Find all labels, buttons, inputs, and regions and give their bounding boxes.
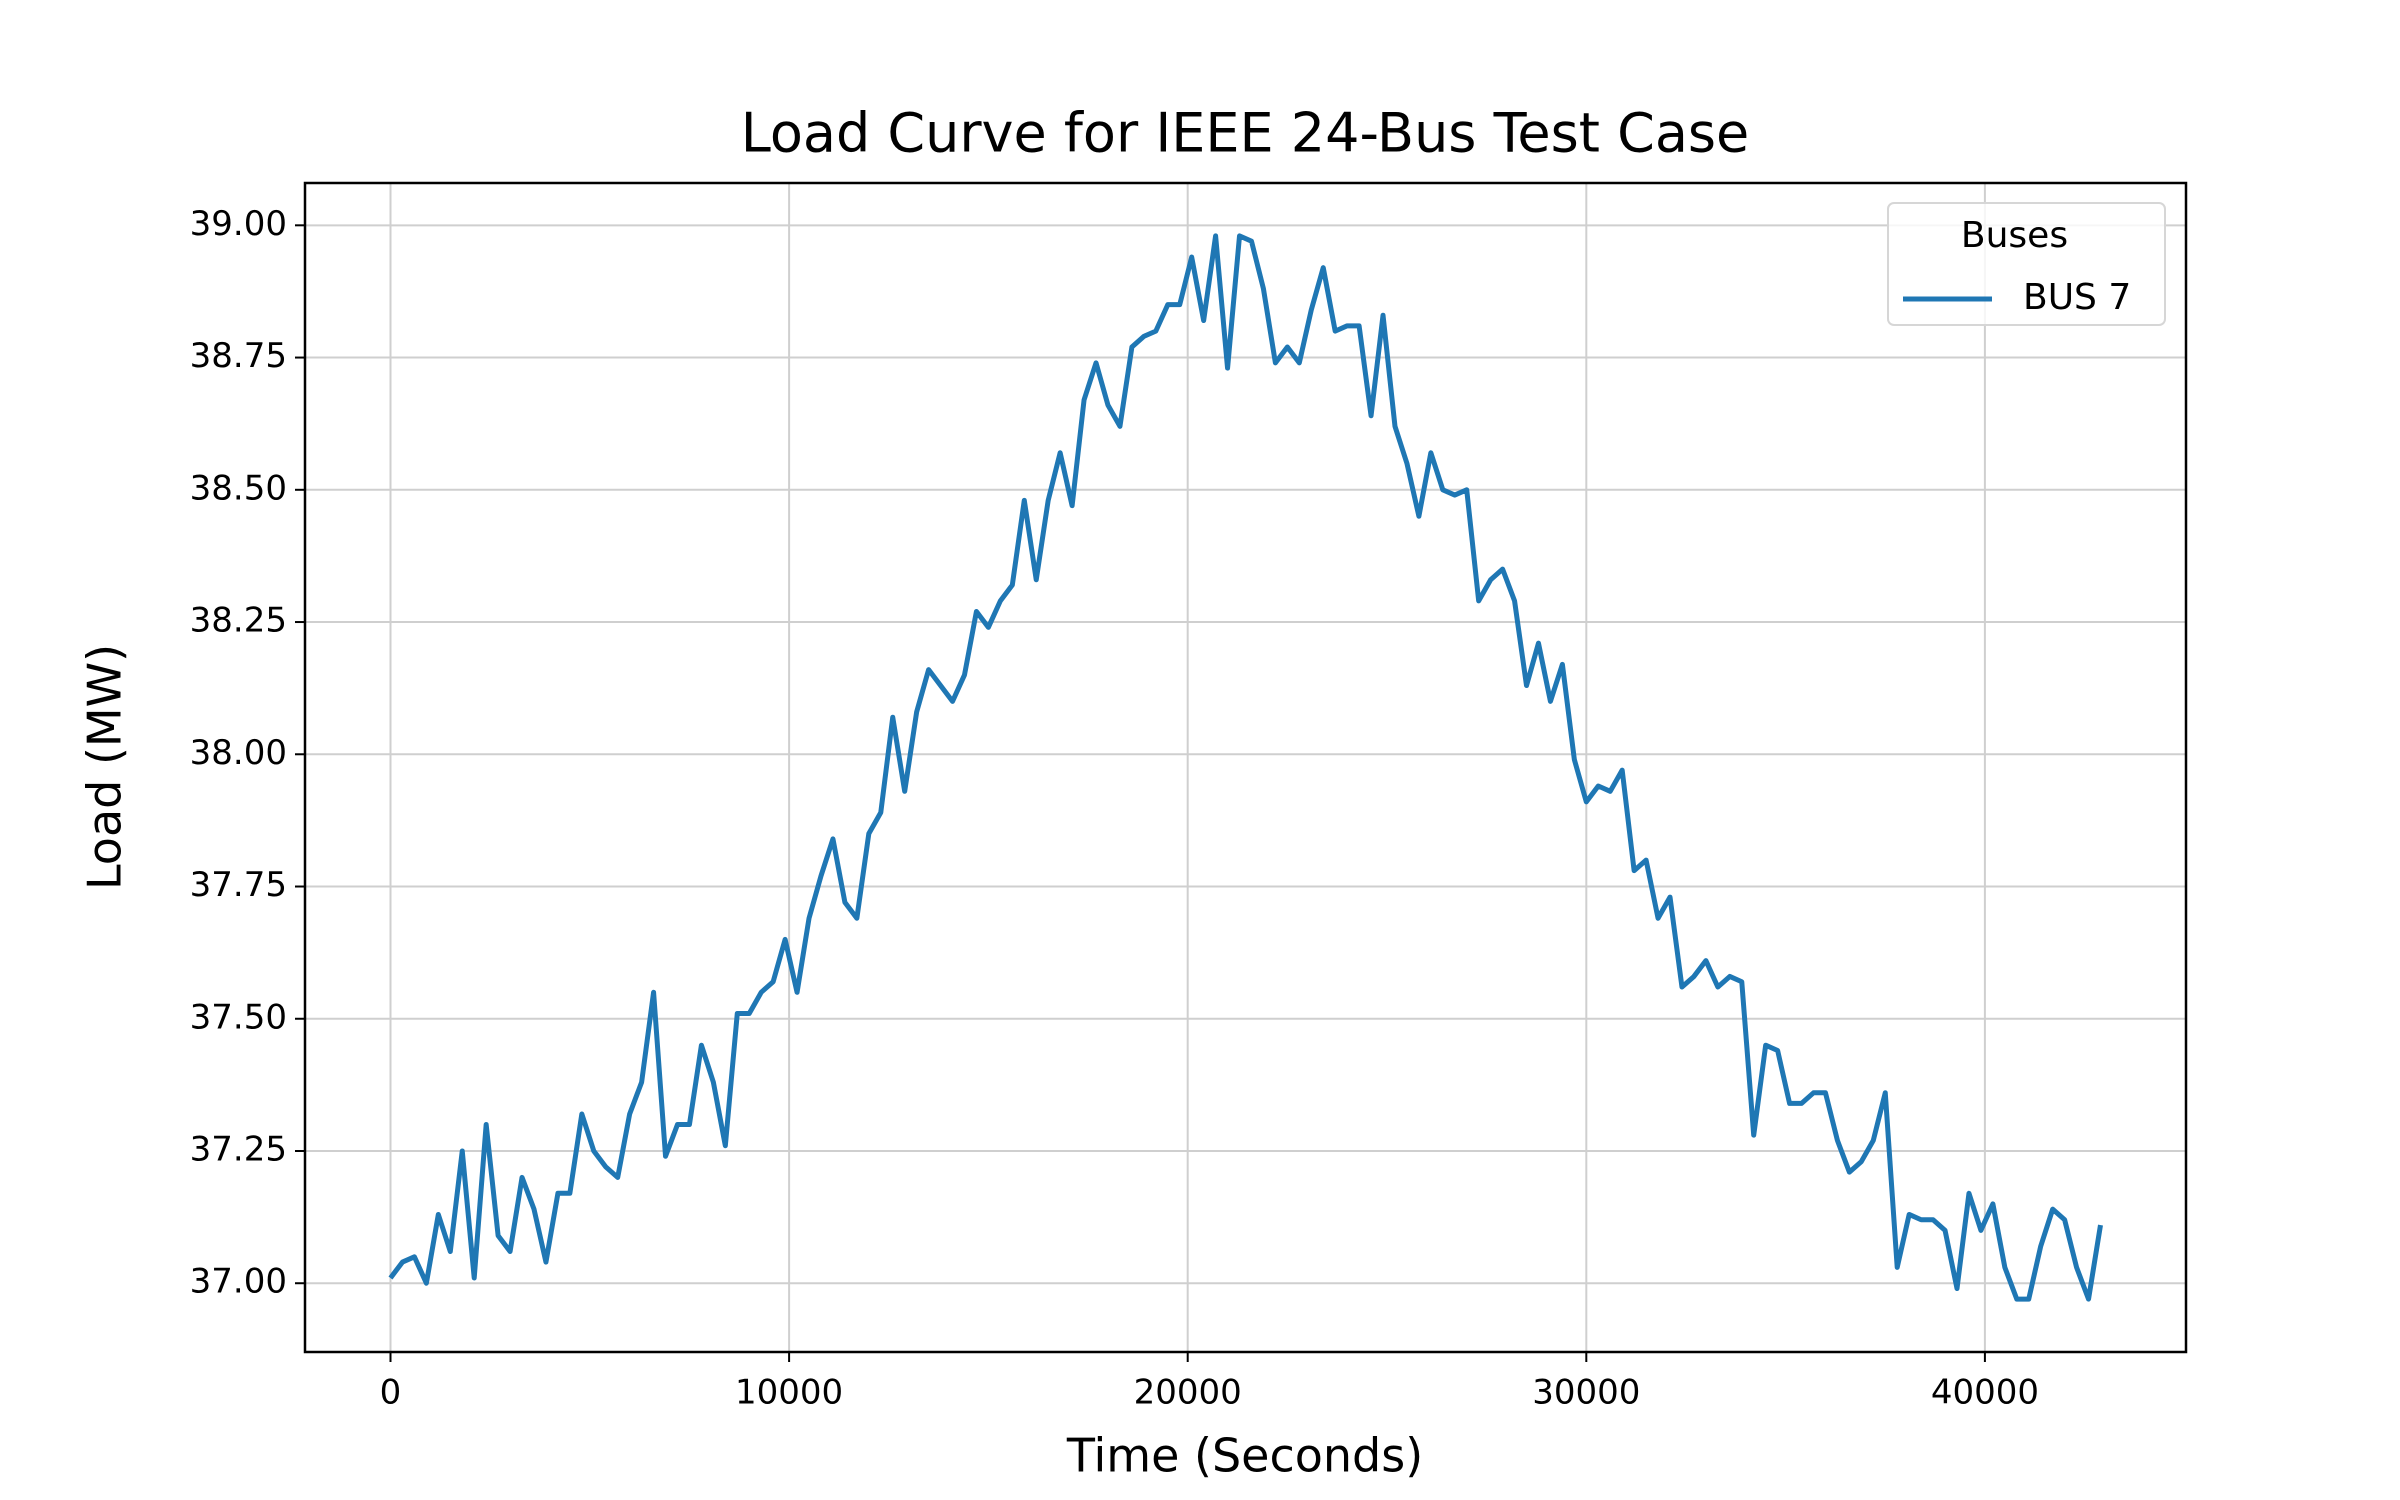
chart-title: Load Curve for IEEE 24-Bus Test Case xyxy=(741,102,1750,165)
x-tick-label: 10000 xyxy=(735,1373,843,1413)
data-line xyxy=(388,233,2103,1302)
y-tick-label: 38.25 xyxy=(190,601,287,641)
x-axis-label: Time (Seconds) xyxy=(1066,1429,1423,1483)
x-tick-label: 40000 xyxy=(1931,1373,2039,1413)
legend-box xyxy=(1887,202,2166,326)
legend-label: BUS 7 xyxy=(2023,277,2131,318)
y-tick-label: 38.00 xyxy=(190,733,287,773)
x-tick-label: 0 xyxy=(380,1373,402,1413)
y-tick-label: 38.50 xyxy=(190,468,287,508)
legend-title: Buses xyxy=(1961,215,2068,256)
y-tick-label: 37.25 xyxy=(190,1129,287,1169)
y-tick-label: 38.75 xyxy=(190,336,287,376)
y-tick-label: 37.50 xyxy=(190,997,287,1037)
x-tick-label: 20000 xyxy=(1134,1373,1242,1413)
y-tick-label: 39.00 xyxy=(190,204,287,244)
y-tick-label: 37.00 xyxy=(190,1262,287,1302)
y-axis-label: Load (MW) xyxy=(78,644,132,890)
y-tick-label: 37.75 xyxy=(190,865,287,905)
legend: Buses BUS 7 xyxy=(1887,202,2166,326)
plot-frame xyxy=(303,181,2188,1354)
x-tick-label: 30000 xyxy=(1532,1373,1640,1413)
